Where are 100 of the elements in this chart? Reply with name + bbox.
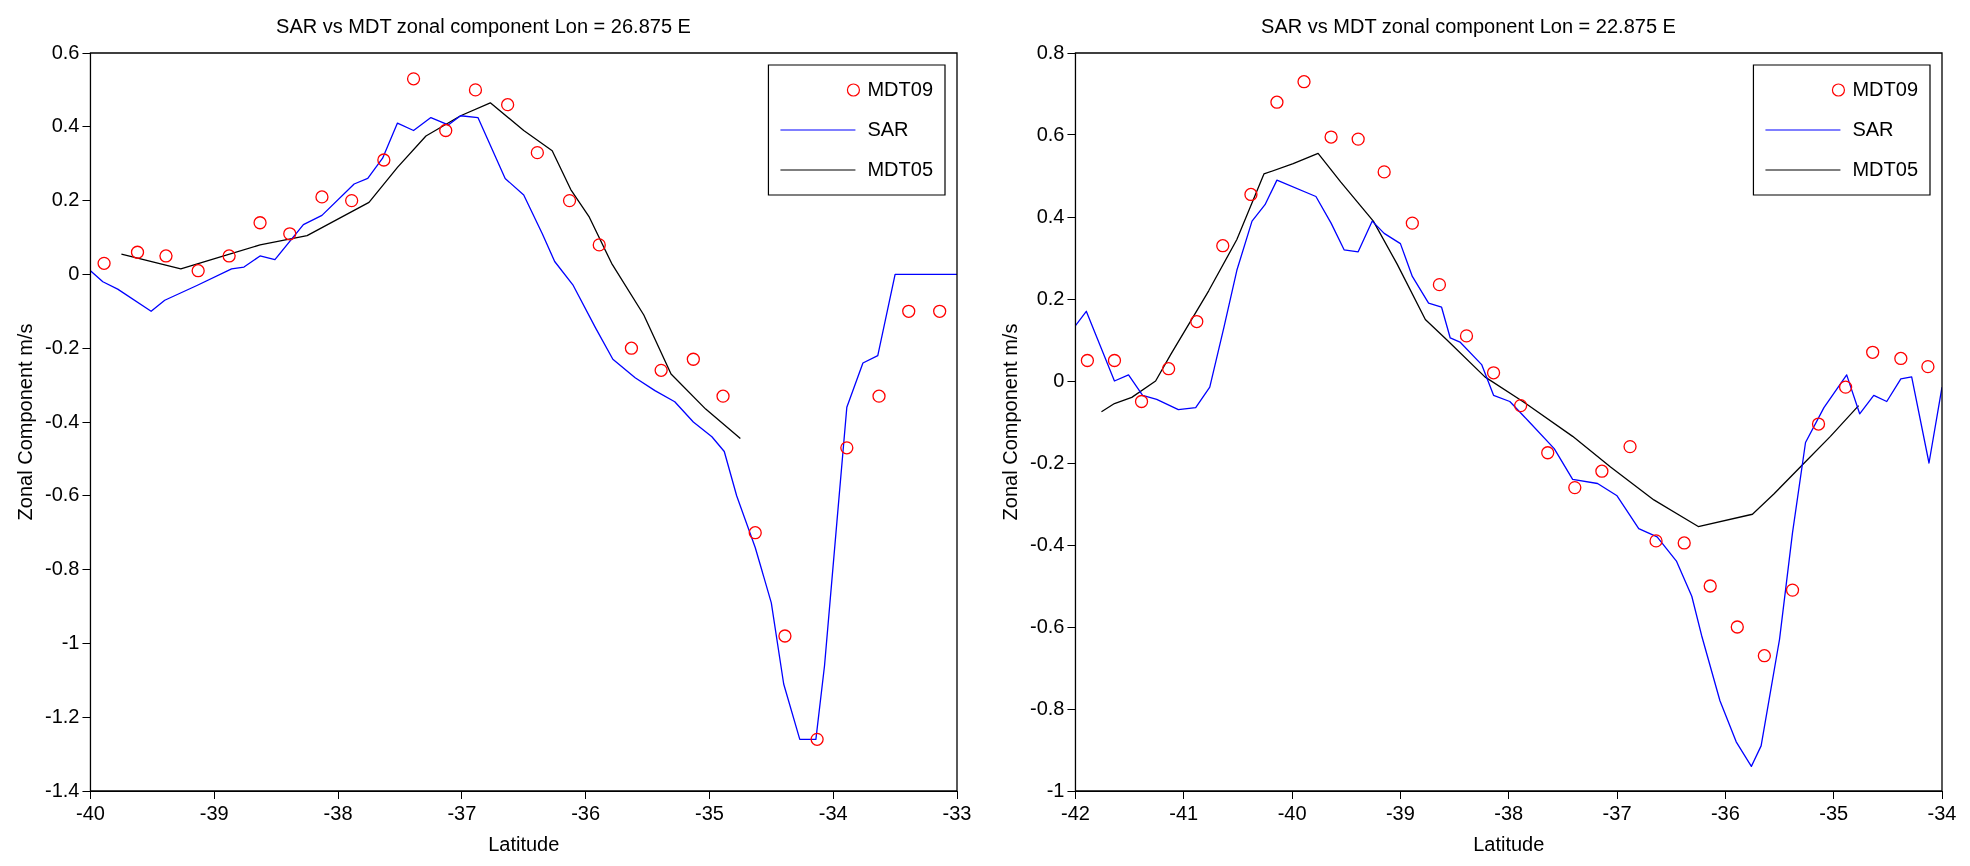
- point: [530, 145, 544, 160]
- point: [97, 256, 111, 270]
- point: [315, 190, 329, 204]
- point: [1757, 649, 1772, 663]
- point: [345, 193, 359, 208]
- point: [1730, 620, 1744, 634]
- legend-label: MDT05: [867, 157, 934, 180]
- x-tick-label: -35: [694, 801, 724, 824]
- point: [1514, 398, 1528, 413]
- point: [1216, 239, 1230, 253]
- x-tick-label: -37: [1602, 801, 1632, 824]
- y-tick-label: 0: [1053, 368, 1065, 391]
- y-tick-label: -0.6: [1029, 614, 1065, 637]
- point: [562, 193, 577, 208]
- point: [1486, 366, 1501, 380]
- point: [439, 123, 453, 138]
- x-tick-label: -36: [571, 801, 601, 824]
- point: [1107, 353, 1122, 368]
- point: [1377, 165, 1391, 179]
- x-tick-label: -35: [1819, 801, 1849, 824]
- point: [1894, 351, 1908, 366]
- point: [191, 264, 205, 278]
- legend-label: MDT09: [1852, 77, 1919, 100]
- chart-title: SAR vs MDT zonal component Lon = 26.875 E: [276, 14, 691, 37]
- y-tick-label: 0.4: [51, 114, 80, 137]
- point: [468, 83, 483, 97]
- point: [686, 352, 700, 366]
- point: [1161, 362, 1176, 376]
- point: [1703, 579, 1717, 593]
- x-tick-label: -36: [1710, 801, 1740, 824]
- x-axis-title: Latitude: [1473, 832, 1545, 855]
- point: [840, 441, 854, 455]
- point: [1432, 278, 1447, 292]
- point: [933, 304, 947, 318]
- x-tick-label: -38: [1494, 801, 1524, 824]
- y-tick-label: -0.8: [1029, 696, 1065, 719]
- point: [1677, 536, 1691, 550]
- y-tick-label: -0.2: [1029, 450, 1065, 473]
- legend-label: SAR: [867, 117, 909, 140]
- x-tick-label: -34: [818, 801, 848, 824]
- x-tick-label: -40: [1277, 801, 1307, 824]
- point: [592, 238, 606, 252]
- y-tick-label: -0.2: [44, 335, 80, 358]
- point: [1595, 464, 1609, 478]
- point: [1244, 187, 1258, 202]
- point: [1134, 394, 1149, 409]
- point: [283, 227, 297, 241]
- point: [1270, 95, 1284, 109]
- point: [748, 526, 762, 540]
- point: [872, 389, 886, 403]
- point: [810, 732, 824, 746]
- point: [716, 389, 730, 403]
- y-tick-label: -0.4: [44, 409, 80, 432]
- point: [130, 245, 145, 259]
- point: [1785, 583, 1800, 597]
- y-tick-label: -1: [61, 630, 80, 653]
- point: [624, 341, 639, 355]
- point: [902, 304, 916, 318]
- point: [1190, 314, 1204, 329]
- point: [1351, 132, 1365, 146]
- x-tick-label: -33: [942, 801, 972, 824]
- point: [253, 216, 267, 230]
- y-tick-label: 0.2: [1036, 286, 1065, 309]
- x-axis-title: Latitude: [488, 832, 560, 855]
- y-tick-label: 0.6: [51, 40, 80, 63]
- y-tick-label: -1: [1046, 778, 1065, 801]
- x-tick-label: -41: [1169, 801, 1199, 824]
- point: [1623, 439, 1637, 454]
- point: [1541, 446, 1555, 460]
- y-tick-label: -1.2: [44, 704, 80, 727]
- y-tick-label: 0.8: [1036, 40, 1065, 63]
- point: [1324, 130, 1338, 144]
- y-tick-label: -0.8: [44, 557, 80, 580]
- point: [1838, 380, 1853, 394]
- x-tick-label: -34: [1927, 801, 1957, 824]
- x-tick-label: -39: [1385, 801, 1415, 824]
- y-tick-label: -1.4: [44, 778, 80, 801]
- point: [1297, 75, 1311, 89]
- point: [222, 249, 236, 263]
- point: [1921, 360, 1935, 374]
- point: [1649, 534, 1663, 548]
- x-tick-label: -40: [76, 801, 105, 824]
- point: [159, 249, 173, 263]
- y-tick-label: 0.6: [1036, 122, 1065, 145]
- point: [500, 98, 515, 112]
- point: [377, 153, 391, 167]
- legend-label: SAR: [1852, 117, 1894, 140]
- x-tick-label: -37: [447, 801, 477, 824]
- y-tick-label: -0.6: [44, 483, 80, 506]
- x-tick-label: -38: [323, 801, 353, 824]
- x-tick-label: -39: [199, 801, 229, 824]
- point: [778, 629, 792, 643]
- legend-label: MDT05: [1852, 157, 1919, 180]
- legend-label: MDT09: [867, 77, 934, 100]
- y-tick-label: 0.2: [51, 188, 80, 211]
- y-tick-label: 0: [68, 261, 80, 284]
- point: [1568, 480, 1582, 495]
- y-axis-title: Zonal Component m/s: [998, 323, 1021, 521]
- point: [1866, 345, 1880, 359]
- point: [1080, 353, 1095, 368]
